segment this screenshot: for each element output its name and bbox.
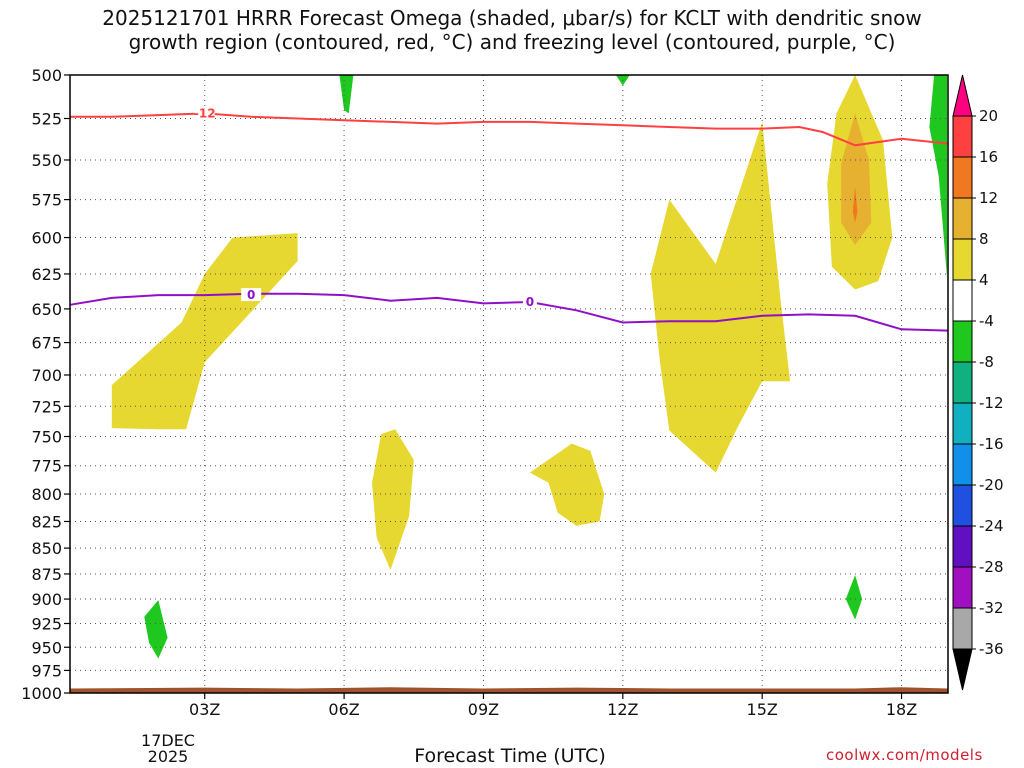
colorbar-cell xyxy=(952,115,973,158)
colorbar-cell xyxy=(952,525,973,568)
date-label-day: 17DEC xyxy=(141,731,195,750)
colorbar-label: -20 xyxy=(979,476,1004,494)
colorbar-cell xyxy=(952,197,973,240)
y-tick-label: 950 xyxy=(31,638,62,657)
omega-region-4_to_8 xyxy=(372,429,414,570)
colorbar-cell xyxy=(952,361,973,404)
x-tick-label: 09Z xyxy=(468,700,499,719)
omega-region-12_to_16 xyxy=(852,187,858,223)
omega-region-8_to_12 xyxy=(841,113,872,246)
axes-layer: 500 525 550 575 600 625 650 675 700 725 750 775 800 8… xyxy=(21,66,917,719)
y-tick-label: 725 xyxy=(31,397,62,416)
contour-label-bg xyxy=(522,295,537,309)
chart-title: 2025121701 HRRR Forecast Omega (shaded, … xyxy=(0,6,1024,54)
y-tick-label: 850 xyxy=(31,539,62,558)
omega-shading-layer xyxy=(111,75,948,659)
colorbar: 20 16 12 8 4 -4 -8 -12 -16 -20 -24 -28 -32 -36 xyxy=(952,74,1004,691)
omega-region-4_to_8 xyxy=(650,121,791,473)
y-tick-label: 550 xyxy=(31,151,62,170)
date-label-year: 2025 xyxy=(148,747,189,766)
colorbar-label: 20 xyxy=(979,107,998,125)
colorbar-label: 12 xyxy=(979,189,998,207)
y-tick-label: 825 xyxy=(31,512,62,531)
colorbar-cell xyxy=(952,402,973,445)
colorbar-label: -36 xyxy=(979,640,1004,658)
terrain-layer xyxy=(70,687,948,693)
colorbar-label: -24 xyxy=(979,517,1004,535)
chart-title-line2: growth region (contoured, red, °C) and f… xyxy=(128,30,896,54)
y-tick-label: 675 xyxy=(31,334,62,353)
omega-region-4_to_8 xyxy=(111,233,298,430)
omega-region--4_to_-8 xyxy=(339,75,354,114)
y-tick-label: 650 xyxy=(31,300,62,319)
contour-label-0: 0 xyxy=(247,288,255,302)
colorbar-label: -28 xyxy=(979,558,1004,576)
omega-region--4_to_-8 xyxy=(144,600,168,659)
colorbar-cell xyxy=(952,484,973,527)
colorbar-cell xyxy=(952,320,973,363)
colorbar-cell xyxy=(952,607,973,650)
y-tick-label: 700 xyxy=(31,366,62,385)
y-tick-label: 800 xyxy=(31,485,62,504)
contour-label--12: -12 xyxy=(194,106,216,120)
terrain-fill xyxy=(70,687,948,693)
colorbar-label: -16 xyxy=(979,435,1004,453)
colorbar-cell xyxy=(952,566,973,609)
y-tick-label: 900 xyxy=(31,590,62,609)
colorbar-cell xyxy=(952,238,973,281)
colorbar-label: -8 xyxy=(979,353,994,371)
omega-region--4_to_-8 xyxy=(845,575,863,620)
omega-region-4_to_8 xyxy=(529,443,605,526)
x-tick-label: 06Z xyxy=(328,700,359,719)
contour-line-0 xyxy=(69,292,949,332)
colorbar-label: -4 xyxy=(979,312,994,330)
x-tick-label: 15Z xyxy=(747,700,778,719)
colorbar-arrow-top xyxy=(952,74,973,117)
y-tick-label: 625 xyxy=(31,265,62,284)
colorbar-cell xyxy=(952,443,973,486)
y-tick-label: 750 xyxy=(31,428,62,447)
contour-label-0: 0 xyxy=(526,295,534,309)
x-tick-label: 03Z xyxy=(189,700,220,719)
plot-frame xyxy=(69,74,949,694)
colorbar-label: 8 xyxy=(979,230,989,248)
colorbar-label: -32 xyxy=(979,599,1004,617)
x-tick-label: 12Z xyxy=(607,700,638,719)
y-tick-label: 975 xyxy=(31,661,62,680)
y-tick-label: 575 xyxy=(31,191,62,210)
y-tick-label: 925 xyxy=(31,614,62,633)
chart-title-line1: 2025121701 HRRR Forecast Omega (shaded, … xyxy=(102,6,922,30)
colorbar-arrow-bottom xyxy=(952,648,973,691)
y-tick-label: 1000 xyxy=(21,684,62,703)
grid-layer xyxy=(70,74,948,694)
x-axis-title: Forecast Time (UTC) xyxy=(414,745,606,767)
contour-label-bg xyxy=(194,106,215,120)
contour-line--12 xyxy=(70,112,949,147)
y-tick-label: 875 xyxy=(31,565,62,584)
y-tick-label: 500 xyxy=(31,66,62,85)
colorbar-label: -12 xyxy=(979,394,1004,412)
y-tick-label: 525 xyxy=(31,110,62,129)
contour-layer: -12 0 0 xyxy=(69,106,949,332)
contour-label-bg xyxy=(241,288,262,302)
colorbar-label: 16 xyxy=(979,148,998,166)
colorbar-cell xyxy=(952,279,973,322)
source-watermark: coolwx.com/models xyxy=(826,746,983,764)
omega-region--4_to_-8 xyxy=(929,75,948,279)
y-tick-label: 775 xyxy=(31,457,62,476)
colorbar-cell xyxy=(952,156,973,199)
colorbar-label: 4 xyxy=(979,271,989,289)
y-tick-label: 600 xyxy=(31,229,62,248)
x-tick-label: 18Z xyxy=(886,700,917,719)
